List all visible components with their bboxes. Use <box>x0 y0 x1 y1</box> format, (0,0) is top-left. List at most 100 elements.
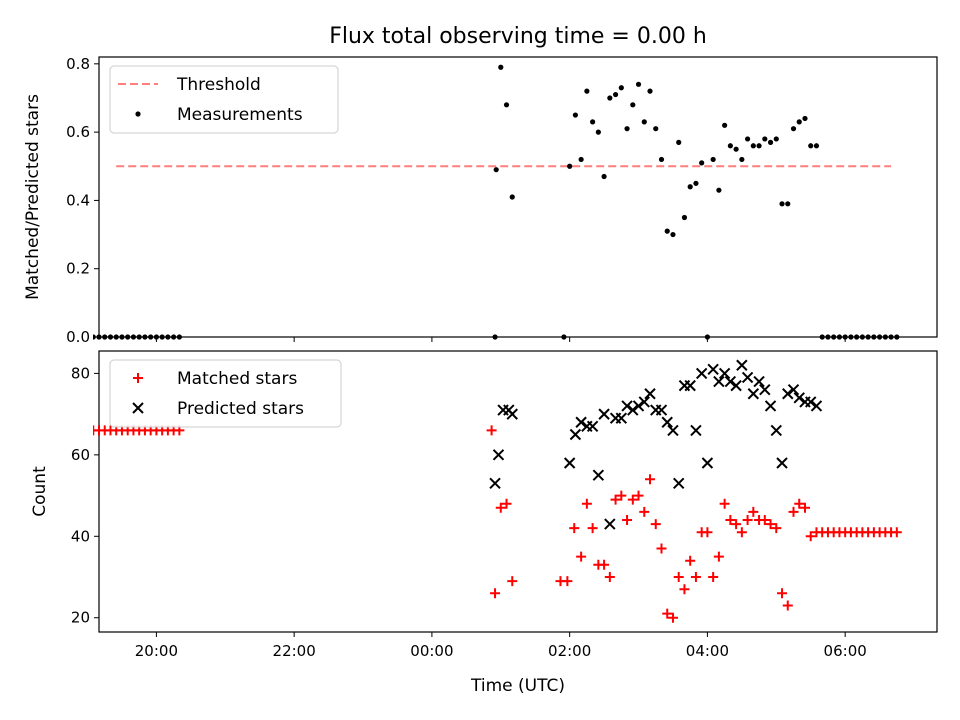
measurement-point <box>699 160 705 166</box>
predicted-star-point <box>615 412 628 424</box>
measurement-point <box>590 119 596 125</box>
measurement-point <box>773 136 779 142</box>
measurement-point <box>779 201 785 207</box>
measurement-point <box>785 201 791 207</box>
matched-star-point <box>891 527 902 538</box>
predicted-star-point <box>492 449 505 461</box>
predicted-star-point <box>713 375 725 388</box>
matched-star-point <box>673 572 684 583</box>
measurement-point <box>561 334 567 340</box>
measurement-point <box>93 334 96 340</box>
matched-star-point <box>656 543 667 554</box>
predicted-star-point <box>724 375 737 388</box>
matched-star-point <box>581 498 592 509</box>
measurement-point <box>113 334 119 340</box>
matched-star-point <box>708 572 719 583</box>
matched-star-point <box>599 559 610 570</box>
measurement-point <box>176 334 182 340</box>
legend-predicted-swatch <box>132 402 144 414</box>
measurement-point <box>894 334 900 340</box>
measurement-point <box>503 102 510 108</box>
measurement-point <box>492 334 498 340</box>
legend-measurement-swatch <box>135 111 141 117</box>
measurement-point <box>704 334 711 340</box>
predicted-star-point <box>592 469 605 481</box>
matched-star-point <box>650 519 661 530</box>
data-marks <box>93 359 902 623</box>
legend-label: Threshold <box>176 75 261 95</box>
matched-star-point <box>507 576 518 587</box>
measurement-point <box>601 173 607 180</box>
y-axis-label: Count <box>30 466 50 517</box>
measurement-point <box>624 126 630 132</box>
measurement-point <box>693 180 699 186</box>
y-tick-label: 0.8 <box>66 55 90 73</box>
measurement-point <box>165 334 171 340</box>
matched-star-point <box>725 515 736 526</box>
measurement-point <box>848 334 854 340</box>
predicted-star-point <box>604 518 616 530</box>
predicted-star-point <box>661 416 673 428</box>
measurement-point <box>716 187 722 193</box>
predicted-star-point <box>621 400 633 412</box>
matched-star-point <box>501 498 512 509</box>
measurement-point <box>567 163 573 169</box>
matched-star-point <box>679 584 690 595</box>
measurement-point <box>871 334 877 340</box>
legend-box <box>109 359 342 428</box>
legend-label: Measurements <box>177 105 303 125</box>
predicted-star-point <box>753 375 765 388</box>
measurement-point <box>148 334 154 340</box>
matched-star-point <box>645 474 656 485</box>
measurement-point <box>658 156 665 163</box>
matched-star-point <box>685 555 696 566</box>
measurement-point <box>796 119 802 125</box>
predicted-star-point <box>770 424 782 437</box>
measurement-point <box>854 334 860 340</box>
matched-star-point <box>616 490 627 501</box>
measurement-point <box>136 334 142 340</box>
predicted-star-point <box>776 457 788 469</box>
predicted-star-point <box>655 404 668 416</box>
predicted-star-point <box>695 367 708 380</box>
matched-star-point <box>736 527 747 538</box>
matched-star-point <box>713 551 724 562</box>
y-tick-label: 40 <box>71 527 90 545</box>
y-tick-label: 0.6 <box>66 123 90 141</box>
matched-star-point <box>805 531 816 542</box>
matched-star-point <box>719 498 730 509</box>
matched-star-point <box>587 523 598 534</box>
measurement-point <box>722 122 728 128</box>
predicted-star-point <box>684 379 696 392</box>
measurement-point <box>630 102 636 108</box>
matched-star-point <box>667 612 678 623</box>
measurement-point <box>888 334 894 340</box>
measurement-point <box>819 334 825 340</box>
measurement-point <box>865 334 871 340</box>
bottom-panel: 20:00 22:00 00:00 02:00 04:00 06:00 20 40 60 80 Co… <box>30 350 938 660</box>
y-tick-label: 80 <box>71 364 90 382</box>
axes-frame <box>98 350 938 633</box>
predicted-star-point <box>598 408 610 420</box>
matched-star-point <box>765 519 776 530</box>
measurement-point <box>171 334 177 340</box>
predicted-star-point <box>810 400 823 412</box>
measurement-point <box>756 143 762 149</box>
matched-star-point <box>731 519 742 530</box>
y-tick-label: 60 <box>71 446 90 464</box>
predicted-star-point <box>489 477 501 490</box>
predicted-star-point <box>627 404 639 416</box>
top-panel: 0.0 0.2 0.4 0.6 0.8 Matched/Predicted stars Th… <box>23 55 938 346</box>
measurement-point <box>498 64 504 70</box>
predicted-star-point <box>793 392 805 404</box>
predicted-star-point <box>690 424 702 437</box>
matched-star-point <box>771 523 782 534</box>
predicted-star-point <box>644 388 656 400</box>
y-tick-label: 0.0 <box>66 328 90 346</box>
matched-star-point <box>633 490 644 501</box>
x-tick-label: 04:00 <box>686 642 729 660</box>
measurement-point <box>831 334 837 340</box>
measurement-point <box>595 129 601 135</box>
matched-star-point <box>742 515 753 526</box>
data-marks <box>93 64 900 340</box>
